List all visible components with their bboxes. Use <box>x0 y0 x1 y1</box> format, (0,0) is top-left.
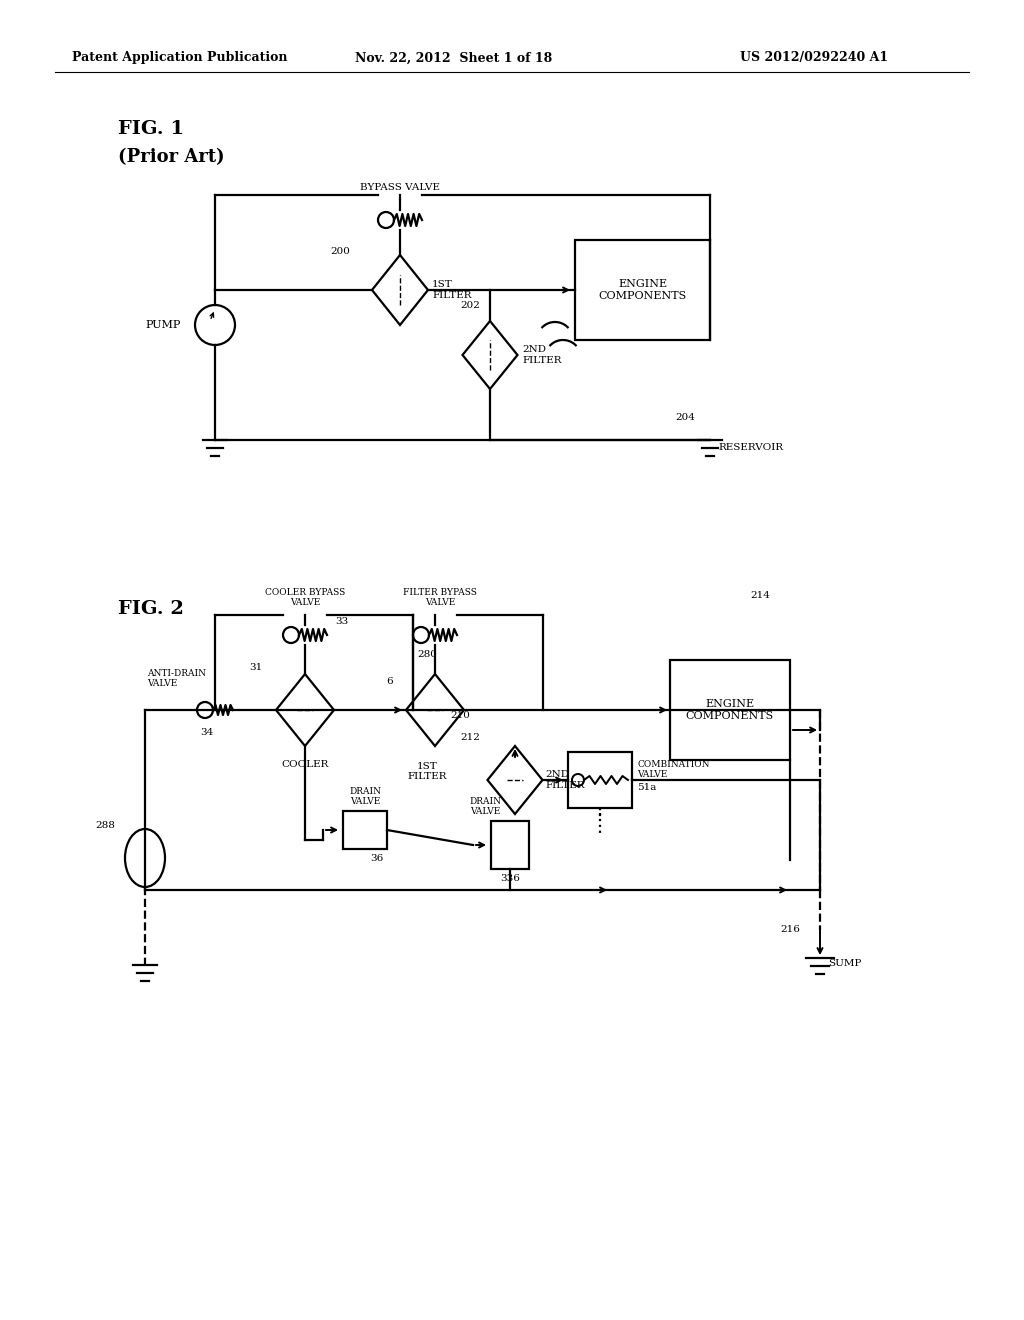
Text: 1ST
FILTER: 1ST FILTER <box>408 762 446 781</box>
Text: 31: 31 <box>250 664 263 672</box>
Text: FIG. 2: FIG. 2 <box>118 601 184 618</box>
Text: DRAIN
VALVE: DRAIN VALVE <box>469 796 501 816</box>
Bar <box>670 660 790 760</box>
Text: 6: 6 <box>386 677 393 686</box>
Text: 2ND
FILTER: 2ND FILTER <box>522 346 561 364</box>
Text: COOLER BYPASS
VALVE: COOLER BYPASS VALVE <box>265 587 345 607</box>
Bar <box>490 821 529 869</box>
Text: BYPASS VALVE: BYPASS VALVE <box>360 183 440 191</box>
Text: 200: 200 <box>330 248 350 256</box>
Text: 288: 288 <box>95 821 115 830</box>
Text: 212: 212 <box>460 734 480 742</box>
Text: Nov. 22, 2012  Sheet 1 of 18: Nov. 22, 2012 Sheet 1 of 18 <box>355 51 552 65</box>
Text: COMBINATION
VALVE: COMBINATION VALVE <box>637 760 710 779</box>
Text: 202: 202 <box>460 301 480 309</box>
Text: Patent Application Publication: Patent Application Publication <box>72 51 288 65</box>
Text: 214: 214 <box>750 590 770 599</box>
Text: US 2012/0292240 A1: US 2012/0292240 A1 <box>740 51 888 65</box>
Text: ENGINE
COMPONENTS: ENGINE COMPONENTS <box>598 280 687 301</box>
Text: (Prior Art): (Prior Art) <box>118 148 224 166</box>
Text: 210: 210 <box>450 710 470 719</box>
Text: 34: 34 <box>201 729 214 737</box>
Bar <box>568 752 632 808</box>
Text: COOLER: COOLER <box>282 760 329 770</box>
Text: 33: 33 <box>335 616 348 626</box>
Text: 336: 336 <box>500 874 520 883</box>
Text: 216: 216 <box>780 925 800 935</box>
Text: RESERVOIR: RESERVOIR <box>718 444 783 453</box>
Text: 2ND
FILTER: 2ND FILTER <box>545 771 585 789</box>
Text: 1ST
FILTER: 1ST FILTER <box>432 280 471 300</box>
Text: ENGINE
COMPONENTS: ENGINE COMPONENTS <box>686 700 774 721</box>
Text: SUMP: SUMP <box>828 960 861 969</box>
Text: 204: 204 <box>675 413 695 422</box>
Text: PUMP: PUMP <box>145 319 180 330</box>
Bar <box>343 810 387 849</box>
Text: ANTI-DRAIN
VALVE: ANTI-DRAIN VALVE <box>147 669 206 688</box>
Text: 51a: 51a <box>637 784 656 792</box>
Text: 36: 36 <box>370 854 383 863</box>
Text: FIG. 1: FIG. 1 <box>118 120 184 139</box>
Bar <box>575 240 710 341</box>
Text: FILTER BYPASS
VALVE: FILTER BYPASS VALVE <box>403 587 477 607</box>
Text: DRAIN
VALVE: DRAIN VALVE <box>349 787 381 807</box>
Text: 280: 280 <box>417 649 437 659</box>
